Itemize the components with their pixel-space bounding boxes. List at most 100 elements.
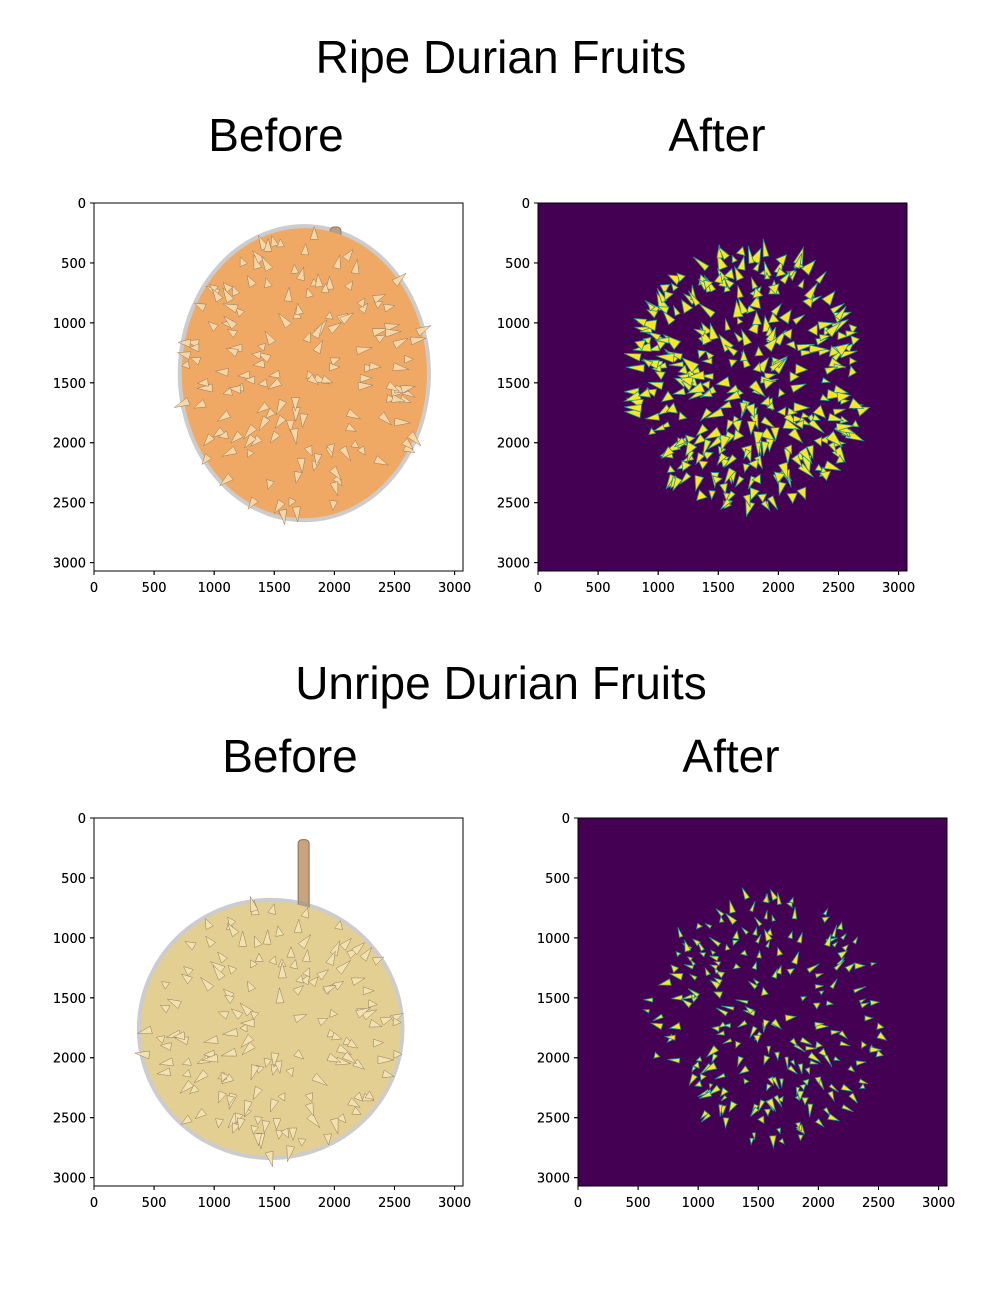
mask-region xyxy=(711,1025,720,1033)
panel-title-ripe-before: Before xyxy=(208,109,344,161)
mask-region xyxy=(753,455,763,470)
y-tick-label: 0 xyxy=(78,812,86,827)
x-tick-label: 0 xyxy=(574,1196,582,1211)
panel-title-ripe-after: After xyxy=(668,109,766,161)
durian-spike xyxy=(334,920,343,931)
durian-spike xyxy=(193,303,207,312)
durian-spike xyxy=(243,424,258,440)
durian-spike xyxy=(394,417,411,427)
x-tick-label: 2500 xyxy=(378,1196,411,1211)
durian-spike xyxy=(239,1023,248,1033)
mask-region xyxy=(793,253,803,269)
durian-spike xyxy=(192,399,207,409)
mask-region xyxy=(766,1083,772,1092)
mask-region xyxy=(850,335,861,346)
durian-spike xyxy=(300,907,309,919)
mask-region xyxy=(761,441,770,457)
mask-region xyxy=(837,331,849,341)
mask-region xyxy=(654,371,666,381)
mask-region xyxy=(770,889,779,901)
durian-spike xyxy=(302,331,311,344)
mask-region xyxy=(794,1121,801,1130)
durian-spike xyxy=(274,414,287,429)
section-title-unripe: Unripe Durian Fruits xyxy=(295,657,707,709)
mask-region xyxy=(747,245,755,265)
mask-region xyxy=(715,970,726,979)
durian-spike xyxy=(201,453,213,465)
durian-spike xyxy=(189,357,202,366)
mask-region xyxy=(756,949,762,959)
x-tick-label: 1500 xyxy=(258,1196,291,1211)
mask-region xyxy=(748,379,767,398)
mask-region xyxy=(817,321,836,331)
durian-spike xyxy=(367,999,378,1009)
mask-region xyxy=(712,991,724,999)
mask-region xyxy=(747,458,759,470)
durian-spike xyxy=(293,918,303,934)
durian-spike xyxy=(345,408,362,420)
mask-region xyxy=(800,411,811,419)
mask-region xyxy=(779,271,791,285)
x-tick-label: 2000 xyxy=(318,581,351,596)
mask-region xyxy=(681,357,700,374)
x-tick-label: 2000 xyxy=(318,581,351,596)
durian-spike xyxy=(297,934,312,950)
y-tick-label: 1000 xyxy=(537,932,570,947)
durian-spike xyxy=(254,935,263,948)
y-tick-label: 2000 xyxy=(53,437,86,452)
durian-spike xyxy=(295,302,304,316)
mask-region xyxy=(762,379,775,390)
mask-region xyxy=(734,475,745,488)
durian-spike xyxy=(189,343,200,353)
mask-region xyxy=(711,475,724,485)
durian-spike xyxy=(236,1117,246,1132)
mask-region xyxy=(788,896,794,904)
mask-region xyxy=(785,340,797,350)
durian-spike xyxy=(355,346,373,356)
mask-region xyxy=(701,451,714,460)
durian-spike xyxy=(221,303,239,314)
durian-photo xyxy=(94,203,463,571)
y-tick-label: 2500 xyxy=(53,497,86,512)
mask-region xyxy=(745,305,757,315)
mask-region xyxy=(723,467,736,485)
durian-spike xyxy=(404,354,415,364)
mask-region xyxy=(767,495,778,511)
mask-region xyxy=(763,336,779,353)
durian-spike xyxy=(133,1050,151,1060)
durian-spike xyxy=(293,1014,308,1024)
durian-spike xyxy=(290,263,300,274)
mask-region xyxy=(737,1019,748,1028)
mask-region xyxy=(716,452,728,467)
durian-spike xyxy=(371,328,389,337)
mask-region xyxy=(763,909,768,920)
durian-spike xyxy=(351,941,366,956)
x-tick-label: 2500 xyxy=(862,1196,895,1211)
mask-region xyxy=(742,493,751,508)
mask-region xyxy=(787,427,804,444)
durian-spike xyxy=(288,1127,298,1142)
durian-spike xyxy=(182,966,194,977)
x-tick-label: 1000 xyxy=(198,581,231,596)
durian-spike xyxy=(393,1049,403,1059)
mask-region xyxy=(737,297,749,315)
durian-spike xyxy=(205,917,214,930)
mask-region xyxy=(691,938,701,947)
mask-region xyxy=(786,967,796,976)
mask-region xyxy=(821,290,836,307)
segmentation-mask xyxy=(538,203,907,571)
mask-region xyxy=(653,424,666,432)
mask-region xyxy=(827,1090,835,1103)
y-tick-label: 1500 xyxy=(537,992,570,1007)
durian-spike xyxy=(181,1057,192,1066)
mask-region xyxy=(722,1037,733,1045)
mask-region xyxy=(765,326,777,344)
mask-region xyxy=(791,951,800,965)
mask-region xyxy=(807,1051,821,1063)
y-tick-label: 2000 xyxy=(53,1052,86,1067)
durian-spike xyxy=(344,280,354,291)
mask-region xyxy=(704,923,713,929)
mask-region xyxy=(833,363,847,370)
durian-spike xyxy=(335,960,351,975)
mask-region xyxy=(723,267,735,280)
